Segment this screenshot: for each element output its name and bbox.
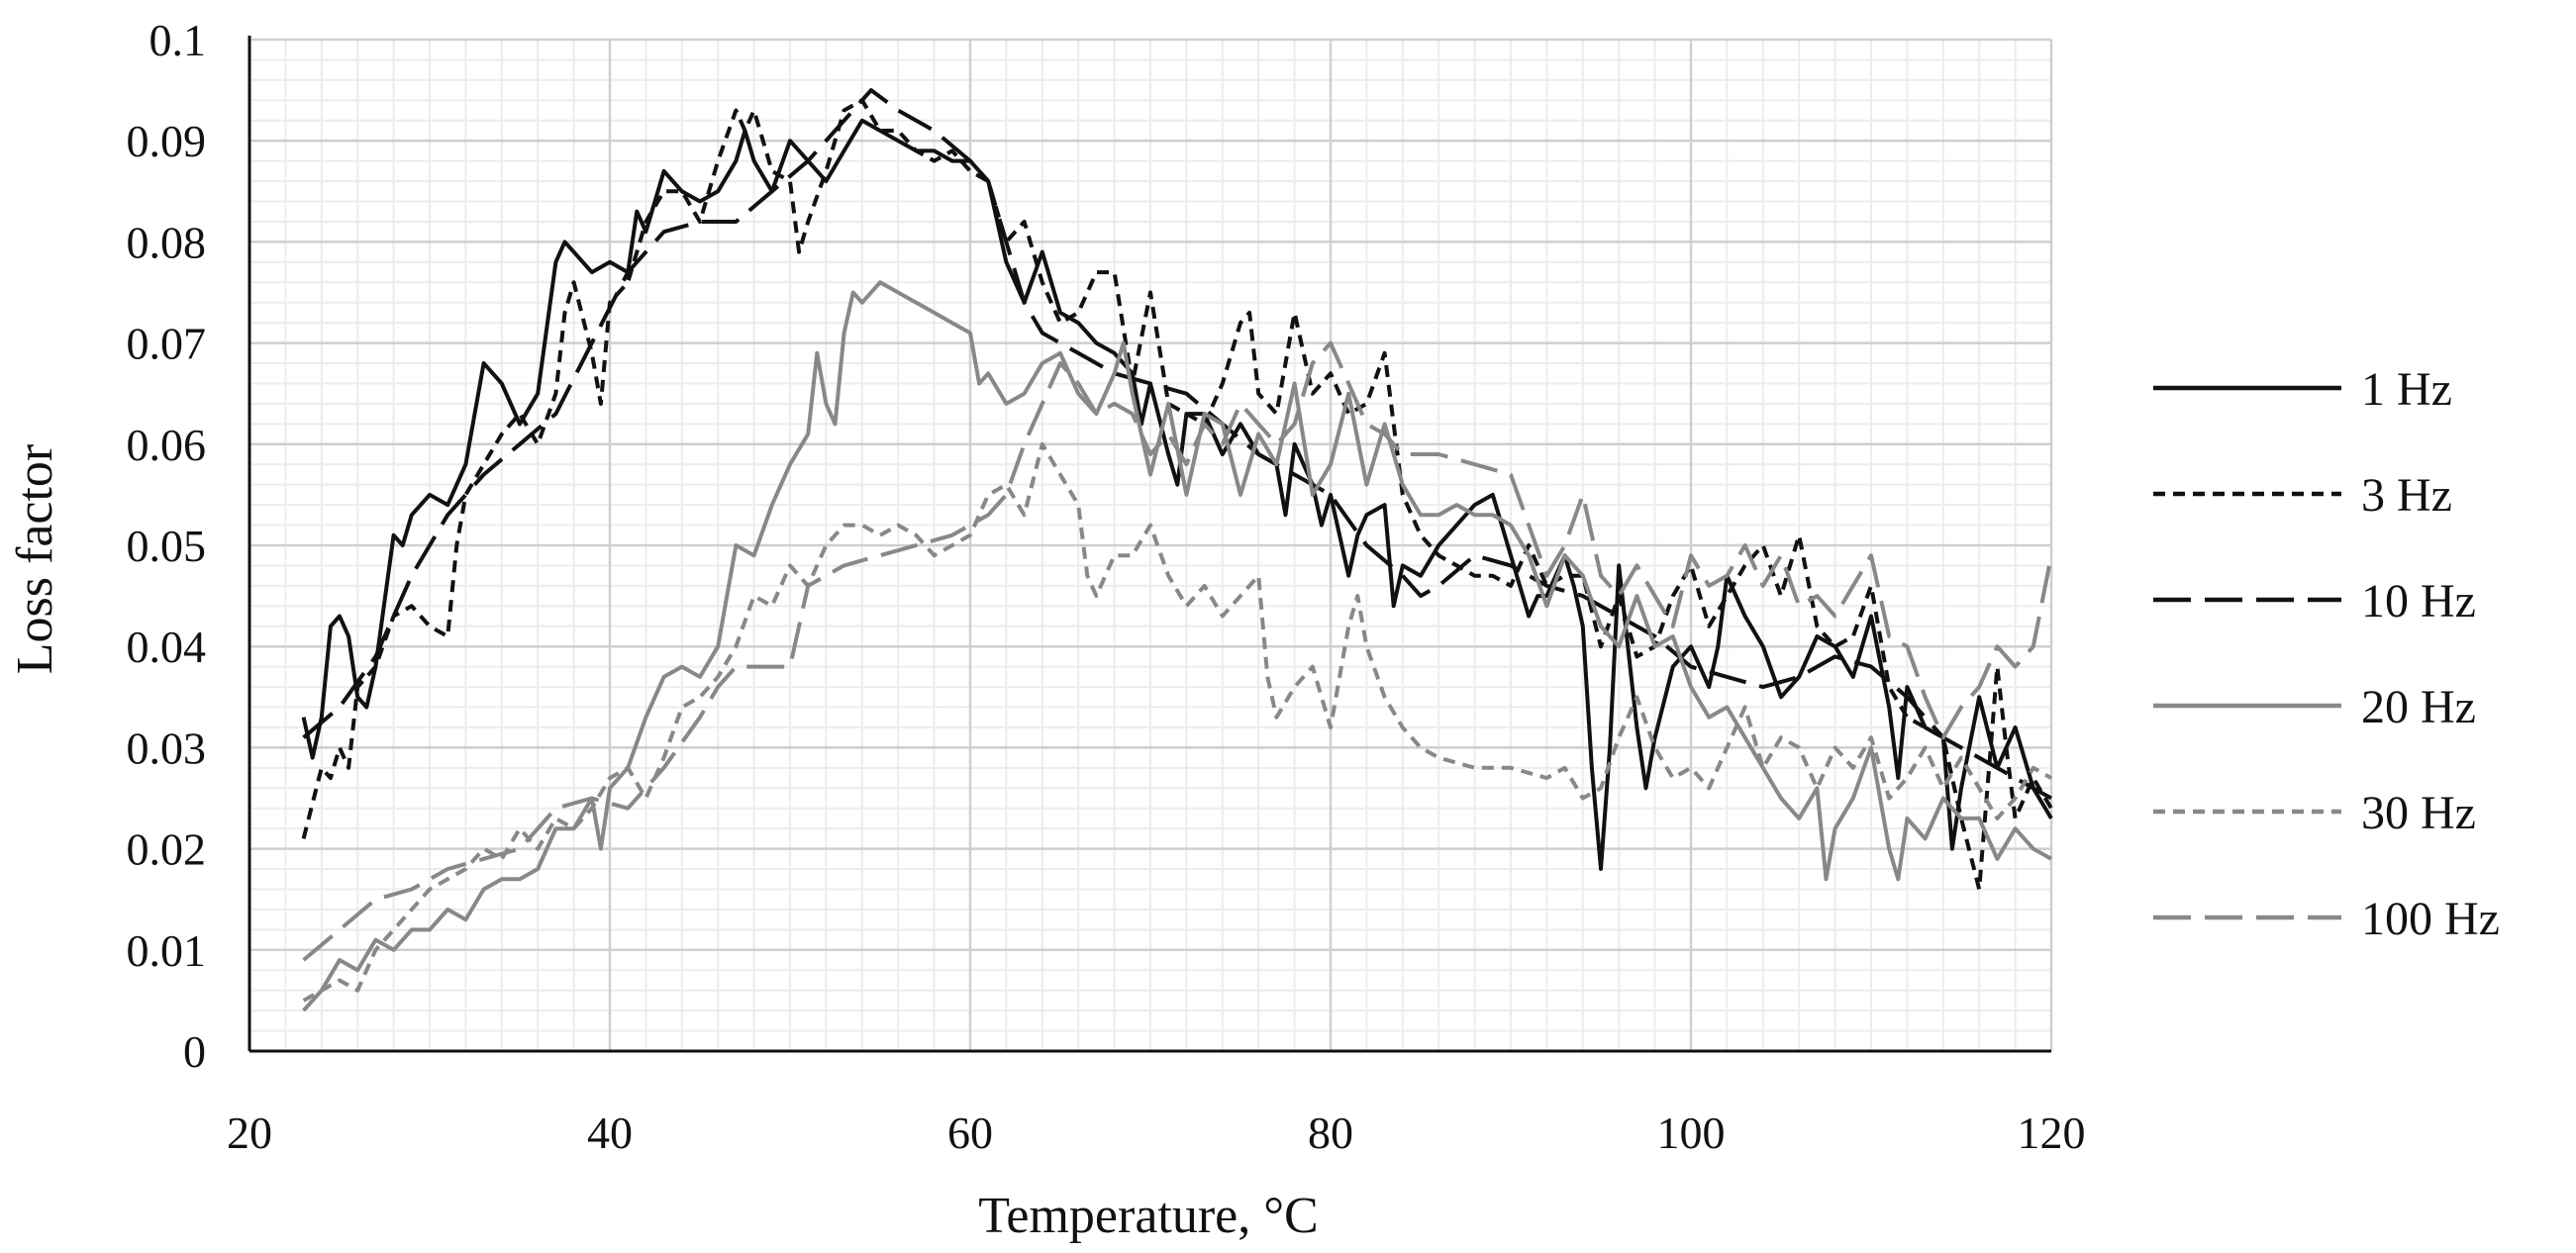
- axes: [248, 36, 2051, 1053]
- x-tick-label: 60: [947, 1108, 993, 1158]
- y-tick-label: 0.01: [127, 925, 207, 976]
- y-tick-label: 0.08: [127, 217, 207, 267]
- series-line-30-hz: [302, 441, 2052, 1003]
- x-tick-label: 120: [2018, 1108, 2086, 1158]
- x-tick-label: 80: [1308, 1108, 1353, 1158]
- legend-label-20-hz: 20 Hz: [2361, 681, 2476, 733]
- legend: 1 Hz 3 Hz 10 Hz 20 Hz 30 Hz 100 Hz: [2153, 363, 2500, 945]
- y-tick-label: 0.02: [127, 824, 207, 875]
- x-tick-label: 20: [227, 1108, 272, 1158]
- legend-label-1-hz: 1 Hz: [2361, 363, 2452, 416]
- y-tick-label: 0.04: [127, 622, 207, 672]
- series-line-10-hz: [302, 88, 2052, 801]
- legend-label-3-hz: 3 Hz: [2361, 469, 2452, 522]
- y-tick-label: 0.03: [127, 723, 207, 773]
- series-layer: [301, 88, 2053, 1012]
- y-tick-label: 0.09: [127, 116, 207, 166]
- series-line-100-hz: [302, 340, 2053, 962]
- y-axis-title: Loss factor: [7, 444, 63, 674]
- legend-label-30-hz: 30 Hz: [2361, 787, 2476, 839]
- y-tick-label: 0.1: [149, 15, 207, 65]
- y-tick-label: 0.05: [127, 521, 207, 571]
- legend-label-100-hz: 100 Hz: [2361, 893, 2500, 945]
- x-tick-label: 40: [587, 1108, 633, 1158]
- series-line-20-hz: [302, 280, 2052, 1012]
- y-tick-label: 0.06: [127, 420, 207, 470]
- y-tick-label: 0: [183, 1026, 206, 1077]
- x-tick-label: 100: [1657, 1108, 1726, 1158]
- tick-labels: 20 40 60 80 100 120 0 0.01 0.02 0.03 0.04 0.05 0.06 0…: [127, 15, 2086, 1158]
- y-tick-label: 0.07: [127, 319, 207, 369]
- x-axis-title: Temperature, °C: [978, 1188, 1318, 1244]
- legend-label-10-hz: 10 Hz: [2361, 575, 2476, 627]
